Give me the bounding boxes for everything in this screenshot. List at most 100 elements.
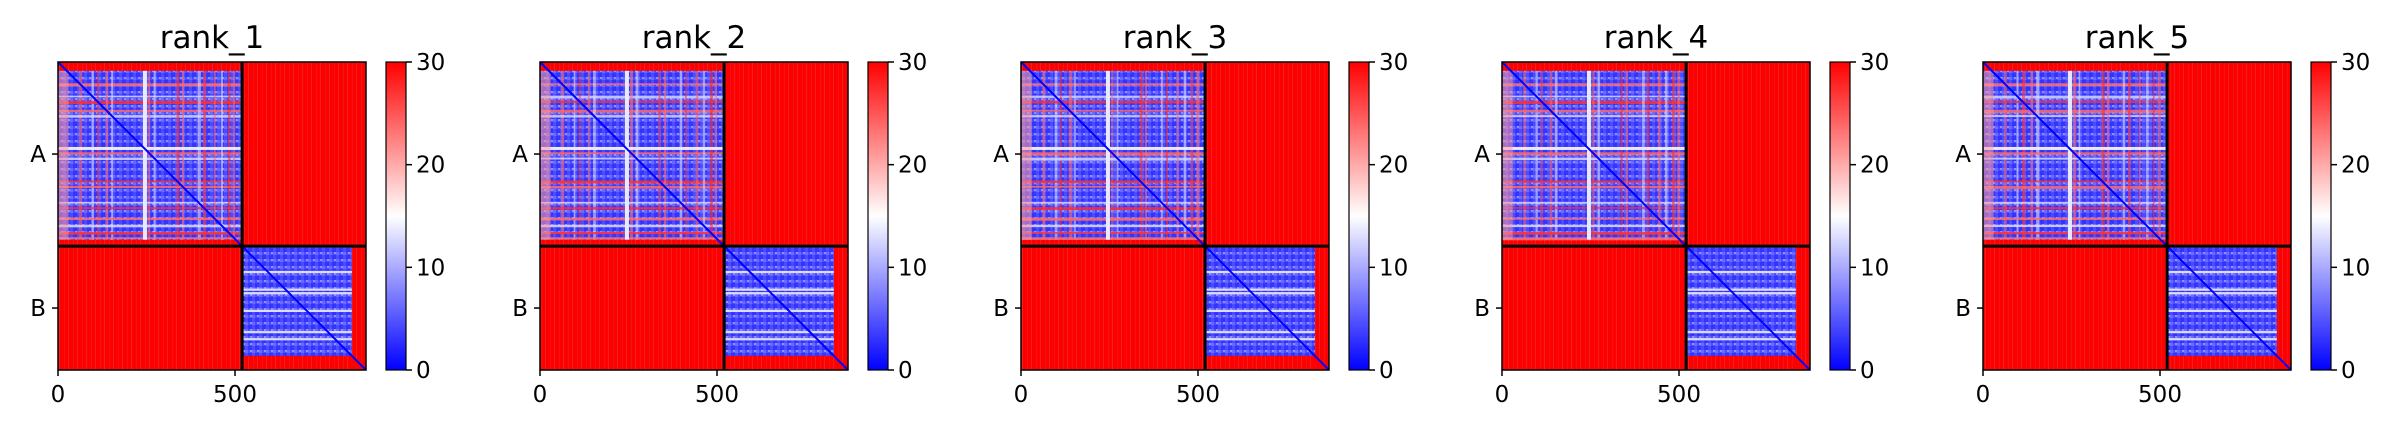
chain-a-row-band (1021, 95, 1206, 98)
x-tick-label: 500 (1657, 382, 1701, 408)
axes-frame (1020, 61, 1330, 371)
chain-a-row-band (1021, 217, 1206, 221)
axes-frame (539, 61, 849, 371)
chain-b-row-band (242, 270, 352, 274)
colorbar-tick-label: 10 (416, 255, 445, 281)
chain-b-row-band (242, 292, 352, 295)
chain-a-col-band (685, 70, 687, 240)
chain-a-col-band (2030, 70, 2034, 240)
panel-title: rank_4 (1604, 20, 1709, 56)
chain-a-col-band (1677, 70, 1681, 240)
chain-a-col-band (220, 70, 224, 240)
chain-a-col-band (1549, 70, 1553, 240)
pae-diagonal (57, 61, 367, 371)
chain-a-col-band (2152, 70, 2155, 240)
panel-title: rank_3 (1123, 20, 1228, 56)
axes-frame (57, 61, 367, 371)
chain-a-row-band (1502, 207, 1687, 209)
x-tick-label: 0 (51, 382, 66, 408)
chain-a-left-columns (58, 70, 69, 240)
chain-a-col-band (1116, 70, 1119, 240)
chain-a-col-band (1625, 70, 1629, 240)
x-tick-label: 500 (213, 382, 257, 408)
chain-a-white-band (142, 70, 147, 240)
chain-a-col-band (2158, 70, 2161, 240)
pae-panel: rank_3 A B 0 500 0 10 20 30 (993, 20, 1408, 408)
chain-a-col-band (1166, 70, 1169, 240)
chain-a-col-band (105, 70, 109, 240)
chain-b-row-band (1205, 292, 1315, 295)
chain-a-col-band (663, 70, 667, 240)
chain-b-row-band (724, 288, 834, 291)
chain-b-row-band (2167, 292, 2277, 295)
chain-a-col-band (91, 70, 94, 240)
chain-a-row-band (540, 237, 725, 240)
chain-a-col-band (1555, 70, 1558, 240)
chain-b-row-band (724, 292, 834, 295)
chain-b-row-band (2167, 309, 2277, 313)
chain-a-col-band (1540, 70, 1543, 240)
colorbar-tick-label: 30 (416, 50, 445, 76)
chain-a-col-band (176, 70, 180, 240)
chain-a-row-band (1983, 207, 2168, 210)
chain-a-col-band (1196, 70, 1200, 240)
y-tick-label: A (30, 142, 46, 168)
chain-a-row-band (1502, 180, 1687, 183)
chain-a-col-band (1190, 70, 1194, 240)
chain-a-col-band (1641, 70, 1645, 240)
chain-a-row-band (540, 224, 725, 228)
chain-a-left-columns (1502, 70, 1513, 240)
chain-a-row-band (1502, 185, 1687, 189)
pae-diagonal (1501, 61, 1811, 371)
chain-a-col-band (1535, 70, 1538, 240)
chain-a-col-band (2106, 70, 2110, 240)
chain-b-row-band (724, 331, 834, 334)
chain-a-col-band (2016, 70, 2019, 240)
chain-a-col-band (635, 70, 639, 240)
panel-title: rank_1 (160, 20, 265, 56)
chain-a-row-band (1021, 109, 1206, 112)
pae-panel: rank_2 A B 0 500 0 10 20 30 (512, 20, 927, 408)
colorbar-tick-label: 20 (1379, 153, 1408, 179)
colorbar-tick-label: 30 (898, 50, 927, 76)
chain-a-row-band (1502, 217, 1687, 220)
chain-b-row-band (242, 288, 352, 291)
chain-a-col-band (2021, 70, 2026, 240)
chain-a-col-band (561, 70, 565, 240)
x-tick-label: 0 (1976, 382, 1991, 408)
chain-a-row-band (1502, 224, 1687, 228)
chain-a-col-band (578, 70, 581, 240)
chain-b-row-band (242, 309, 352, 313)
chain-a-col-band (1620, 70, 1623, 240)
chain-a-row-band (58, 237, 243, 239)
chain-a-col-band (153, 70, 156, 240)
chain-a-row-band (1983, 201, 2168, 204)
chain-b-row-band (2167, 288, 2277, 291)
chain-a-col-band (2128, 70, 2131, 240)
colorbar-tick-label: 20 (416, 153, 445, 179)
chain-a-row-band (1021, 201, 1206, 204)
chain-b-row-band (1686, 292, 1796, 295)
chain-a-col-band (1592, 70, 1595, 240)
chain-a-row-band (58, 207, 243, 210)
chain-a-col-band (715, 70, 717, 240)
chain-a-row-band (1021, 100, 1206, 104)
y-tick-label: B (1955, 296, 1971, 322)
chain-b-row-band (2167, 338, 2277, 341)
chain-a-col-band (148, 70, 151, 240)
chain-a-row-band (58, 231, 243, 235)
chain-a-row-band (540, 201, 725, 204)
chain-a-white-band (58, 146, 243, 150)
chain-a-col-band (1183, 70, 1187, 240)
chain-a-col-band (2101, 70, 2105, 240)
chain-a-white-band (1105, 70, 1110, 240)
chain-b-row-band (1686, 288, 1796, 291)
chain-a-col-band (679, 70, 683, 240)
colorbar-tick-label: 30 (1860, 50, 1889, 76)
chain-a-row-band (540, 180, 725, 184)
chain-a-row-band (540, 231, 725, 235)
chain-b-row-band (1205, 309, 1315, 313)
chain-a-col-band (1111, 70, 1113, 240)
chain-a-row-band (1502, 157, 1687, 161)
